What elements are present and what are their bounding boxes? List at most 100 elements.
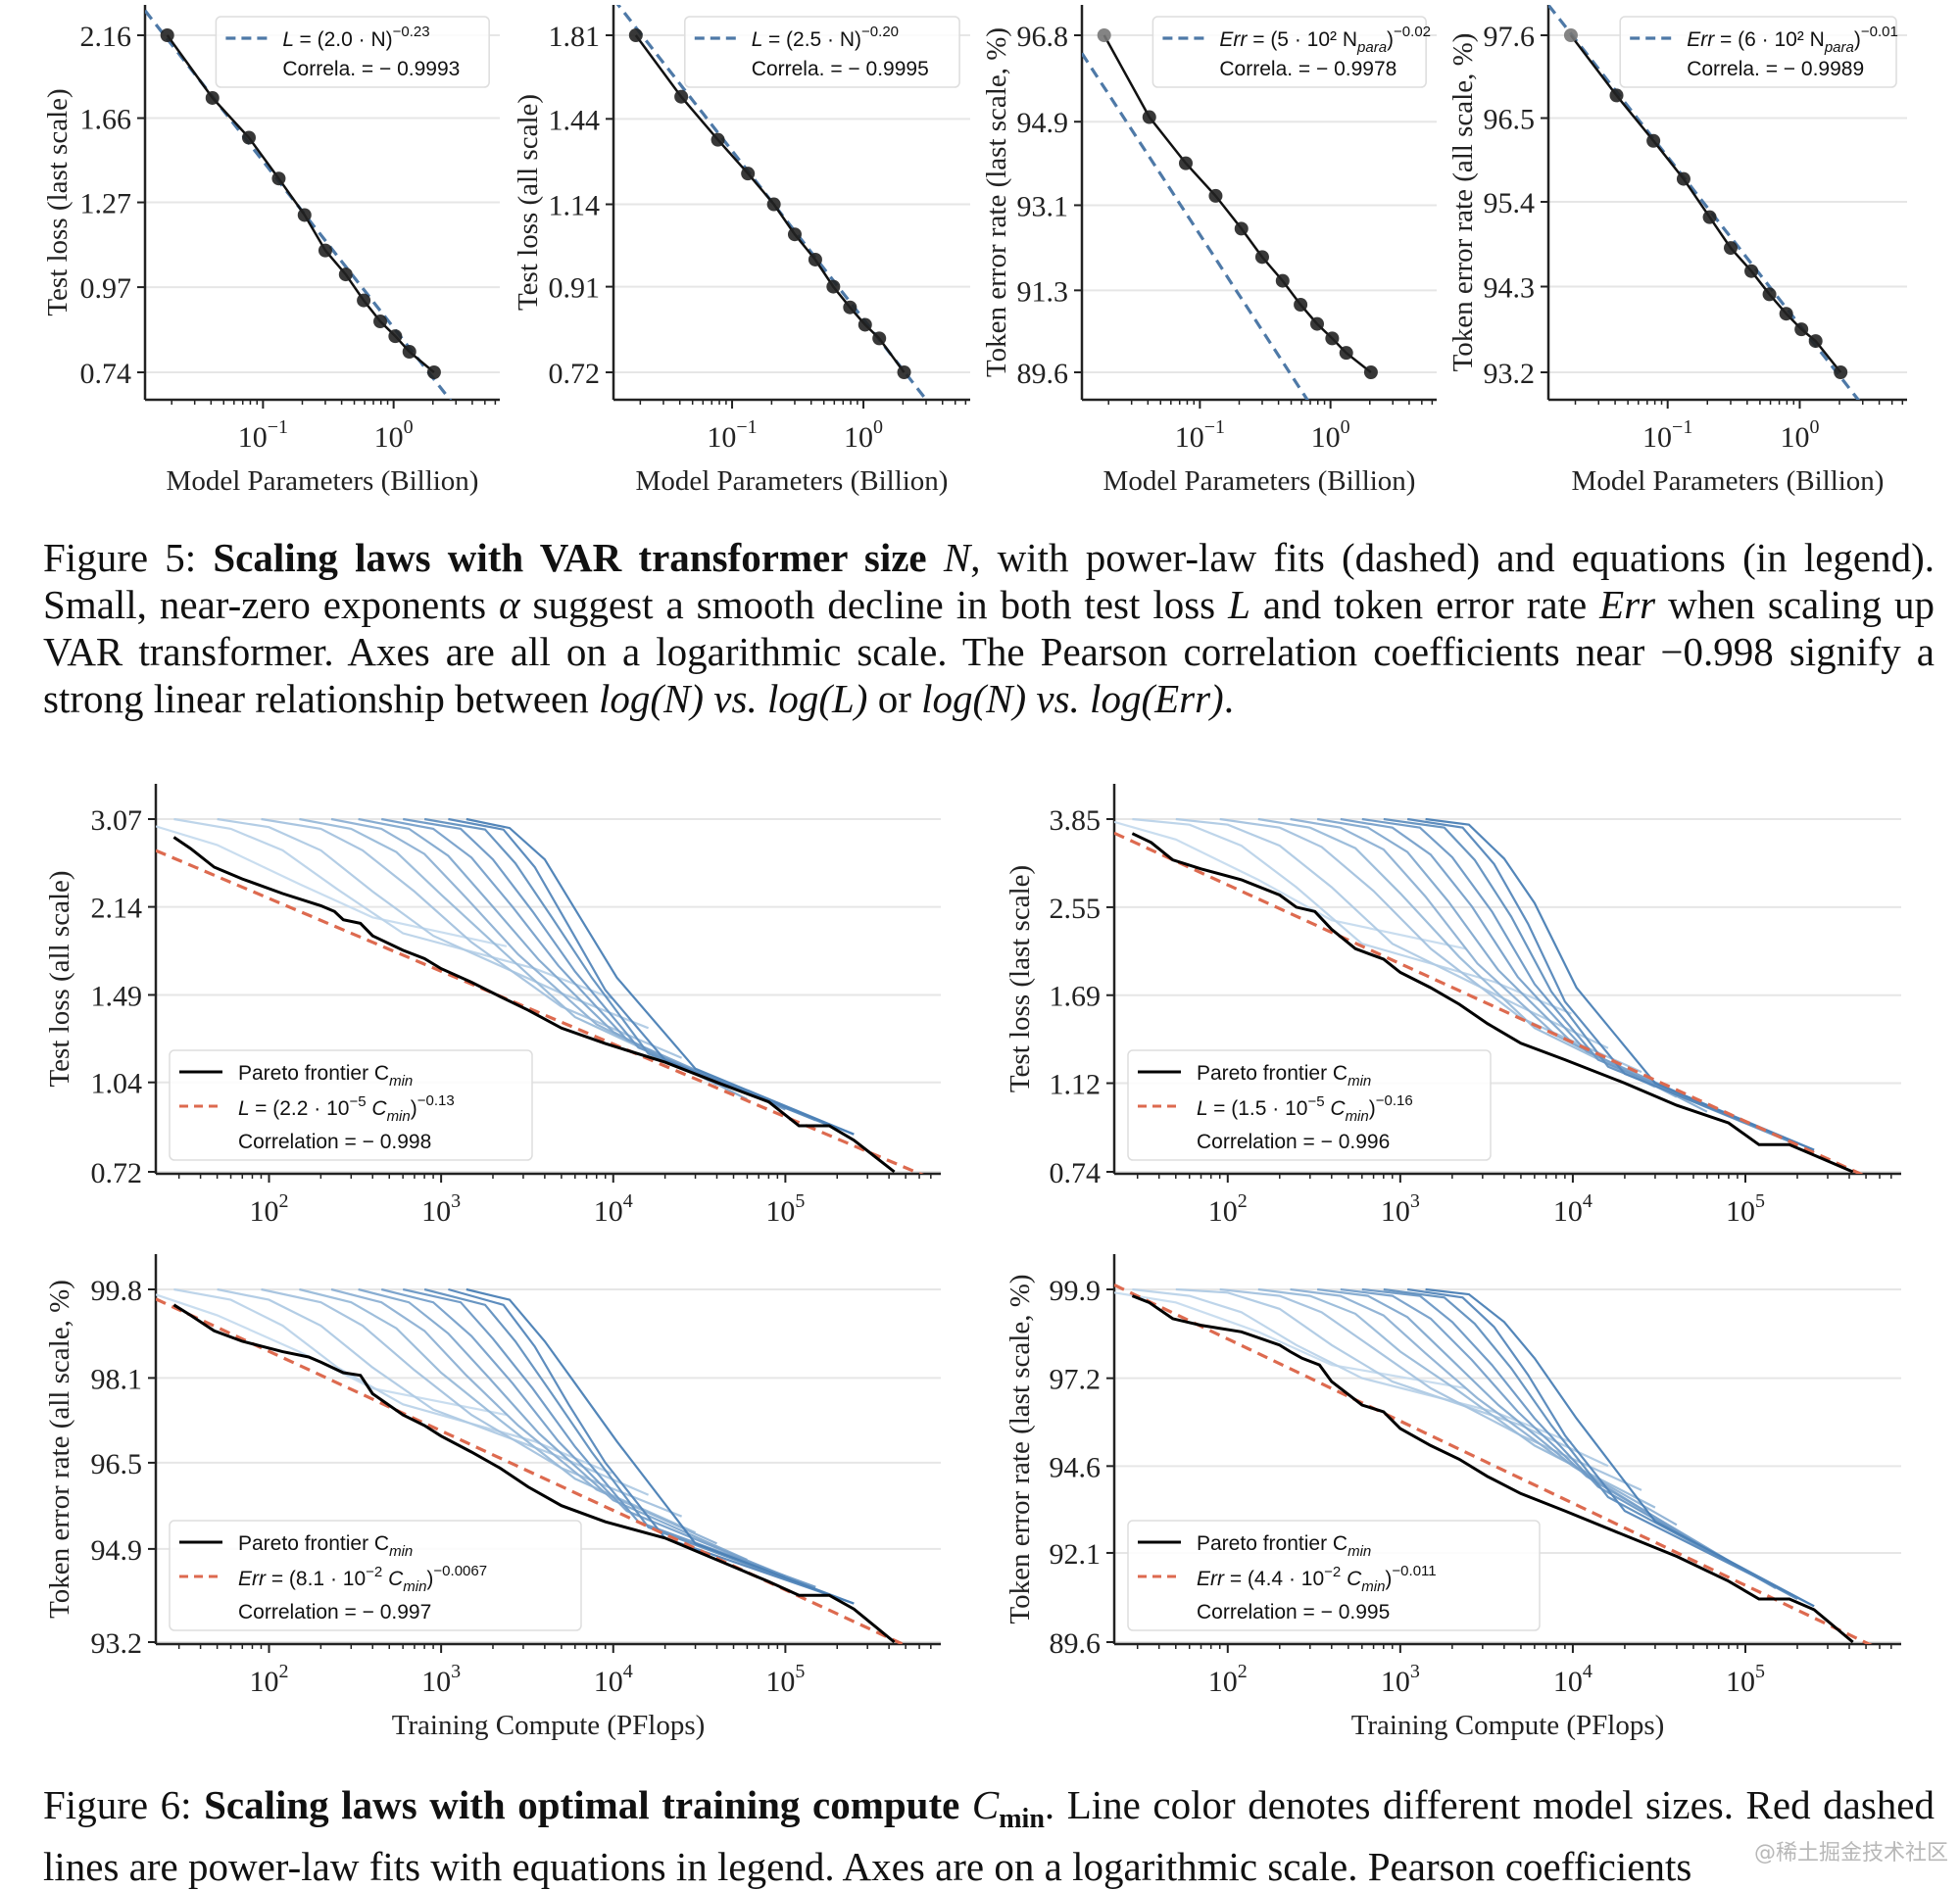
model-curve — [358, 1287, 748, 1562]
model-curve — [448, 817, 855, 1136]
legend-correlation: Correla. = − 0.9993 — [282, 58, 460, 80]
x-axis-label: Model Parameters (Billion) — [167, 465, 479, 497]
y-axis-label: Test loss (last scale) — [1004, 865, 1036, 1092]
var-C: C — [971, 1782, 1000, 1827]
tick-exponent: 4 — [623, 1661, 633, 1682]
tick-exponent: 0 — [1341, 416, 1350, 438]
figure-6-title: Scaling laws with optimal training compu… — [204, 1782, 960, 1827]
eq-exponent: −0.02 — [1394, 24, 1431, 40]
y-tick-label: 3.85 — [1050, 804, 1102, 837]
eq-sub: min — [403, 1578, 426, 1595]
x-tick-label: 105 — [1726, 1661, 1765, 1698]
frontier-sub: min — [389, 1543, 413, 1560]
model-curve — [1361, 1287, 1777, 1590]
legend-box — [169, 1049, 533, 1161]
eq-prefix: Err — [238, 1568, 271, 1590]
eq-exponent: −0.23 — [393, 24, 430, 40]
data-point — [338, 267, 353, 282]
y-tick-label: 99.8 — [91, 1275, 143, 1307]
caption-text: , with power-law fits (dashed) and equat… — [43, 535, 1936, 627]
eq-close: ) — [1385, 1568, 1392, 1590]
tick-exponent: 4 — [623, 1190, 633, 1212]
tick-exponent: 2 — [1238, 1190, 1248, 1212]
x-axis-label: Model Parameters (Billion) — [1572, 465, 1885, 497]
tick-base: 10 — [421, 1666, 451, 1698]
plot-area — [615, 5, 929, 400]
x-tick-label: 100 — [1311, 416, 1350, 454]
tick-base: 10 — [1726, 1195, 1755, 1228]
eq-prefix: L — [238, 1097, 255, 1120]
eq-sub: min — [387, 1108, 411, 1125]
figure-5-caption: Figure 5: Scaling laws with VAR transfor… — [43, 534, 1935, 722]
math-log-n-vs-log-err: log(N) vs. log(Err) — [921, 676, 1224, 721]
tick-base: 10 — [707, 421, 736, 454]
legend-correlation: Correla. = − 0.9978 — [1219, 58, 1396, 80]
data-point — [1563, 28, 1578, 42]
data-point — [160, 28, 174, 42]
figure-5-title: Scaling laws with VAR transformer size — [213, 535, 927, 580]
x-tick-label: 104 — [594, 1190, 633, 1228]
data-point — [1744, 264, 1759, 278]
data-point — [1275, 273, 1290, 288]
eq-exponent: −0.011 — [1392, 1563, 1436, 1579]
eq-sup: −5 — [1307, 1093, 1324, 1110]
data-point — [843, 300, 858, 315]
tick-exponent: 0 — [873, 416, 883, 438]
y-tick-label: 94.9 — [91, 1534, 143, 1567]
model-curve — [156, 1293, 508, 1417]
y-tick-label: 97.2 — [1050, 1364, 1102, 1396]
model-curve — [1175, 817, 1609, 1049]
model-curve — [173, 1287, 612, 1475]
y-tick-label: 0.91 — [549, 272, 601, 305]
y-tick-label: 94.9 — [1017, 107, 1069, 139]
tick-base: 10 — [1175, 421, 1204, 454]
tick-base: 10 — [1381, 1666, 1410, 1698]
model-curve — [299, 817, 697, 1075]
model-curve — [1257, 817, 1656, 1089]
model-curve — [1425, 1287, 1815, 1608]
eq-body: = (4.4 · 10 — [1230, 1568, 1324, 1590]
data-point — [1609, 88, 1624, 103]
y-tick-label: 96.8 — [1017, 21, 1069, 53]
x-tick-label: 10−1 — [707, 416, 757, 454]
x-tick-label: 103 — [421, 1661, 461, 1698]
eq-body: = (5 · 10² N — [1252, 28, 1357, 51]
x-tick-label: 102 — [1208, 1190, 1248, 1228]
eq-prefix: L — [752, 28, 768, 51]
y-tick-label: 1.69 — [1050, 981, 1102, 1013]
y-tick-label: 89.6 — [1017, 358, 1069, 390]
tick-exponent: 5 — [795, 1190, 805, 1212]
data-point — [1676, 171, 1690, 186]
legend-equation: L = (2.5 · N)−0.20 — [752, 24, 899, 51]
legend-correlation: Correlation = − 0.997 — [238, 1601, 431, 1623]
model-curve — [466, 1287, 855, 1605]
data-point — [674, 89, 689, 104]
var-C-sub: min — [999, 1804, 1045, 1835]
tick-base: 10 — [374, 421, 404, 454]
eq-prefix: L — [282, 28, 299, 51]
data-point — [1254, 250, 1269, 265]
tick-exponent: 3 — [1410, 1190, 1420, 1212]
y-tick-label: 91.3 — [1017, 275, 1069, 308]
y-tick-label: 1.12 — [1050, 1069, 1102, 1101]
frontier-label: Pareto frontier C — [1197, 1062, 1348, 1085]
legend-box — [169, 1520, 582, 1631]
model-curve — [1340, 817, 1746, 1125]
data-point — [1834, 365, 1848, 379]
data-point — [872, 331, 887, 346]
tick-exponent: 0 — [404, 416, 414, 438]
x-tick-label: 100 — [374, 416, 414, 454]
y-tick-label: 93.2 — [91, 1627, 143, 1660]
data-point — [628, 28, 643, 42]
y-tick-label: 96.5 — [91, 1448, 143, 1480]
plot-area — [1114, 1284, 1873, 1644]
data-point — [710, 132, 725, 147]
plot-area — [1548, 5, 1861, 400]
data-point — [1339, 346, 1353, 361]
